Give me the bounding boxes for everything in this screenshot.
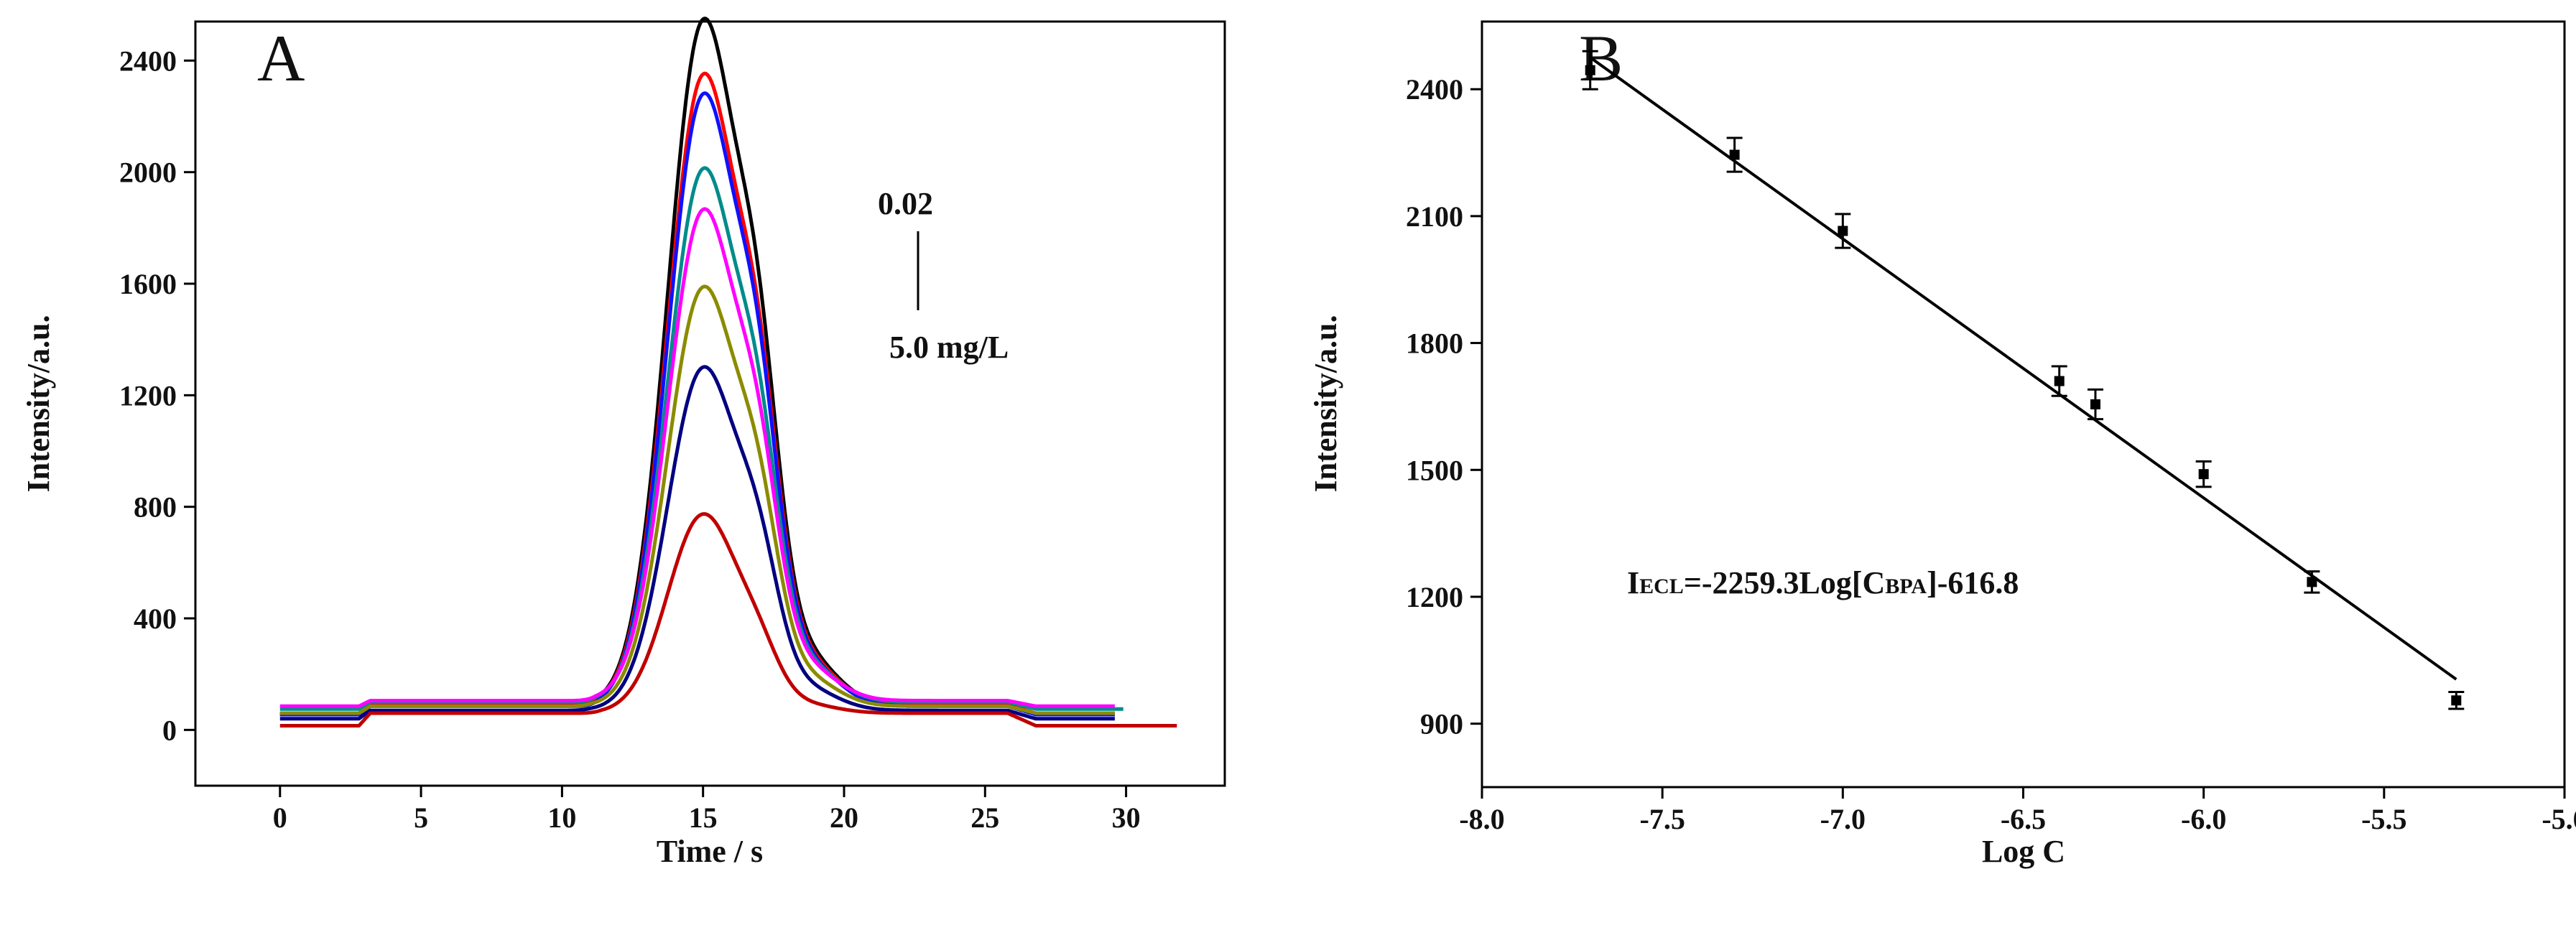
series-line-magenta [279,207,1116,708]
series-line-dark-red [279,512,1177,728]
x-tick-label: -7.0 [1820,803,1866,835]
panel-a-x-axis-title: Time / s [657,834,763,869]
panel-b-points-group [1582,50,2465,710]
series-line-blue [279,91,1116,717]
panel-a-x-axis: 0 5 10 15 20 25 30 [273,786,1141,834]
data-point [2054,376,2065,386]
x-tick-label: 30 [1112,801,1141,834]
data-point [1838,226,1848,236]
y-tick-label: 1800 [1406,327,1463,360]
panel-b: B -8.0 -7.5 -7.0 -6.5 -6.0 -5.5 -5.0 900 1200 15… [1308,20,2576,869]
panel-a-y-axis: 0 400 800 1200 1600 2000 2400 [119,45,195,746]
x-tick-label: 20 [830,801,858,834]
panel-b-frame [1481,20,2566,789]
series-line-red [279,71,1116,715]
y-tick-label: 1200 [119,379,177,412]
equation-middle-subscript: BPA [1885,575,1927,598]
x-tick-label: -5.5 [2361,803,2406,835]
panel-b-x-axis: -8.0 -7.5 -7.0 -6.5 -6.0 -5.5 -5.0 [1459,787,2576,835]
y-tick-label: 800 [134,491,177,524]
data-point [2198,469,2209,480]
panel-b-letter: B [1579,22,1623,95]
x-tick-label: 0 [273,801,287,834]
x-tick-label: -8.0 [1459,803,1504,835]
x-tick-label: -6.5 [2001,803,2046,835]
x-tick-label: 25 [970,801,999,834]
data-point [2307,577,2317,587]
scale-bar: 0.02 5.0 mg/L [878,186,1009,365]
y-tick-label: 2400 [119,45,177,77]
y-tick-label: 1600 [119,268,177,300]
x-tick-label: 5 [414,801,428,834]
y-tick-label: 900 [1420,708,1463,740]
scale-bar-bottom-label: 5.0 mg/L [889,330,1009,365]
equation-lhs-subscript: ECL [1639,575,1684,598]
data-point [2090,399,2100,409]
series-line-teal [279,166,1124,711]
y-tick-label: 2100 [1406,200,1463,233]
x-tick-label: -5.0 [2542,803,2576,835]
y-tick-label: 1500 [1406,454,1463,486]
x-tick-label: 10 [547,801,576,834]
y-tick-label: 400 [134,603,177,635]
panel-a-y-axis-title: Intensity/a.u. [21,315,56,493]
x-tick-label: -7.5 [1640,803,1685,835]
panel-b-x-axis-title: Log C [1982,834,2065,869]
panel-a: A 0 5 10 15 20 25 30 0 400 800 1200 1600 2000 2400 T… [21,17,1226,869]
regression-equation: IECL=-2259.3Log[CBPA]-616.8 [1627,565,2019,600]
y-tick-label: 2000 [119,157,177,189]
panel-a-letter: A [257,22,305,95]
equation-lhs: I [1627,565,1639,600]
equation-rhs: ]-616.8 [1927,565,2019,600]
y-tick-label: 0 [162,714,177,746]
series-line-olive [279,284,1116,715]
panel-a-series-group [279,17,1177,728]
data-point [2451,695,2462,706]
data-point [1585,65,1595,75]
y-tick-label: 2400 [1406,73,1463,106]
panel-b-y-axis-title: Intensity/a.u. [1308,315,1343,493]
equation-middle: =-2259.3Log[C [1684,565,1886,600]
data-point [1729,149,1740,160]
panel-b-y-axis: 900 1200 1500 1800 2100 2400 [1406,73,1482,740]
panel-a-frame [194,20,1226,787]
y-tick-label: 1200 [1406,581,1463,613]
series-line-navy [279,365,1116,721]
series-line-black [279,17,1116,717]
x-tick-label: -6.0 [2181,803,2226,835]
x-tick-label: 15 [689,801,718,834]
scale-bar-top-label: 0.02 [878,186,933,221]
